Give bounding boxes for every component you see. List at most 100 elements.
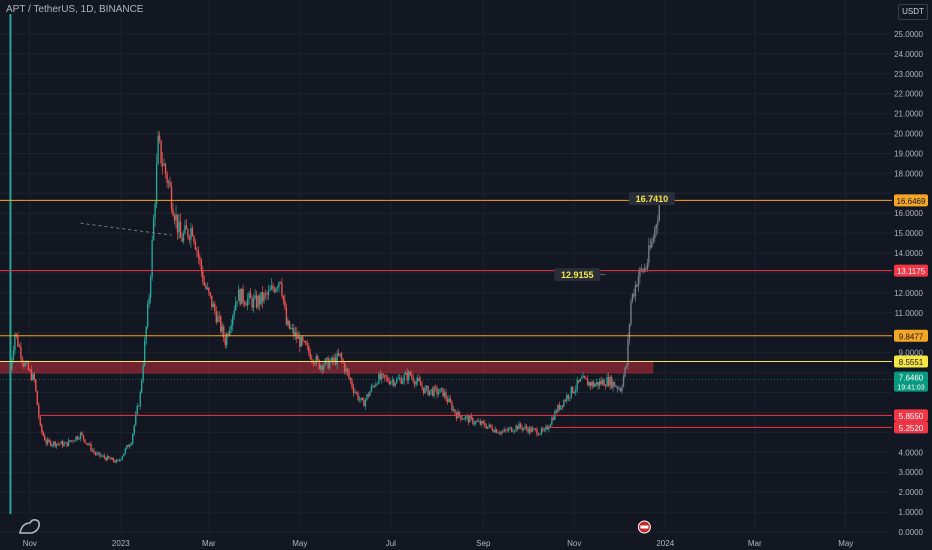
y-tick-label: 2.0000 xyxy=(899,488,924,497)
candle xyxy=(109,458,112,460)
candle xyxy=(248,292,250,299)
candle xyxy=(84,439,86,444)
candle xyxy=(138,405,140,407)
candle xyxy=(215,311,217,323)
candle xyxy=(548,427,550,430)
candle xyxy=(421,385,423,388)
candle xyxy=(652,238,655,242)
candle xyxy=(500,431,502,434)
candle xyxy=(525,426,528,429)
candle xyxy=(584,376,586,379)
level-label: 8.5551 xyxy=(899,358,924,367)
candle xyxy=(78,438,80,440)
candle xyxy=(151,240,153,277)
candle xyxy=(208,287,210,293)
candle xyxy=(217,316,219,323)
candle xyxy=(185,225,188,230)
candle xyxy=(173,215,176,221)
candle xyxy=(76,436,79,439)
candle xyxy=(527,428,529,433)
candle xyxy=(176,214,179,233)
candle xyxy=(510,427,513,432)
candle xyxy=(143,340,146,366)
candle xyxy=(412,377,414,382)
candle xyxy=(11,359,13,369)
candle xyxy=(35,379,37,392)
candle xyxy=(469,416,471,423)
candle xyxy=(519,423,522,428)
candle xyxy=(493,430,495,433)
candle xyxy=(133,425,135,434)
candle xyxy=(648,245,650,264)
candle xyxy=(552,417,555,420)
candle xyxy=(369,391,371,397)
candle xyxy=(516,425,519,430)
candle xyxy=(337,353,340,356)
candle xyxy=(603,380,605,386)
candle xyxy=(406,372,408,381)
candle xyxy=(240,288,243,305)
candle xyxy=(594,384,596,387)
candle xyxy=(154,203,156,218)
candle xyxy=(73,440,76,442)
candle xyxy=(193,235,195,242)
x-tick-label: 2024 xyxy=(656,539,674,548)
candle xyxy=(202,271,204,283)
candle xyxy=(266,293,268,295)
candle xyxy=(533,428,535,430)
candle xyxy=(348,372,350,378)
candle xyxy=(81,432,83,435)
candle xyxy=(79,432,82,439)
candle xyxy=(431,389,434,396)
candle xyxy=(394,383,396,386)
candle xyxy=(598,381,601,386)
candle xyxy=(187,229,189,238)
candle xyxy=(263,293,265,302)
candle xyxy=(20,346,22,359)
candle xyxy=(643,268,646,272)
candle xyxy=(478,421,480,422)
candle xyxy=(549,424,552,428)
candle xyxy=(402,380,404,384)
candle xyxy=(41,425,43,432)
candle xyxy=(190,227,192,240)
candle xyxy=(384,374,386,378)
candle xyxy=(551,417,553,425)
y-tick-label: 4.0000 xyxy=(899,448,924,457)
candle xyxy=(127,445,129,447)
currency-button[interactable]: USDT xyxy=(898,4,928,20)
candle xyxy=(26,362,28,364)
candle xyxy=(97,452,100,454)
candle xyxy=(518,423,520,430)
candle xyxy=(135,414,137,426)
level-label: 5.2520 xyxy=(899,424,924,433)
candle xyxy=(618,388,620,390)
candle xyxy=(628,324,631,340)
candle xyxy=(340,353,343,360)
candle xyxy=(515,425,517,431)
candle xyxy=(299,336,301,347)
candle xyxy=(400,377,402,384)
level-label: 16.6469 xyxy=(897,197,926,206)
x-tick-label: 2023 xyxy=(112,539,130,548)
candle xyxy=(582,376,584,378)
candle xyxy=(278,282,280,288)
candle xyxy=(539,433,541,435)
candle xyxy=(218,316,220,317)
level-tag xyxy=(894,421,928,434)
tradingview-logo-icon xyxy=(18,517,44,535)
candle xyxy=(366,394,368,400)
candle xyxy=(378,373,380,384)
candle xyxy=(627,339,629,366)
candle xyxy=(409,371,411,376)
candle xyxy=(634,284,637,297)
candle xyxy=(205,285,207,289)
candle xyxy=(120,459,122,461)
level-label: 13.1175 xyxy=(897,267,926,276)
candle xyxy=(82,434,85,440)
candle xyxy=(308,345,310,353)
y-tick-label: 16.0000 xyxy=(894,209,923,218)
candle xyxy=(376,383,379,385)
candle xyxy=(130,443,132,446)
